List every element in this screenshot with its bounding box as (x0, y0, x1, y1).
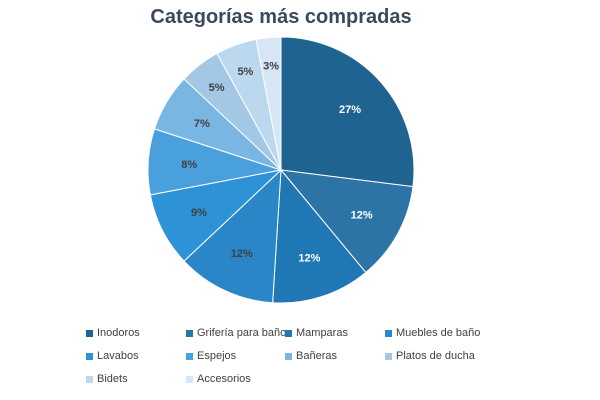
pie-slice-3 (272, 168, 367, 304)
slice-data-label-5: 9% (191, 207, 207, 219)
legend-swatch (186, 375, 193, 383)
legend-label: Bidets (97, 373, 128, 385)
legend-swatch (86, 352, 93, 360)
pie-slice-1 (280, 36, 415, 188)
slice-data-label-6: 8% (181, 159, 197, 171)
legend-item-2: Grifería para baño (186, 325, 286, 341)
legend-swatch (285, 329, 292, 337)
pie-slice-10 (255, 36, 282, 171)
slice-data-label-1: 27% (339, 104, 361, 116)
slice-data-label-10: 3% (263, 61, 279, 73)
legend-item-4: Muebles de baño (385, 325, 480, 341)
legend-item-3: Mamparas (285, 325, 348, 341)
legend-label: Platos de ducha (396, 350, 475, 362)
slice-data-label-4: 12% (231, 248, 253, 260)
legend-swatch (285, 352, 292, 360)
pie-slice-2 (279, 169, 414, 274)
legend-item-8: Platos de ducha (385, 348, 475, 364)
legend-item-6: Espejos (186, 348, 236, 364)
slice-data-label-2: 12% (351, 209, 373, 221)
legend-label: Bañeras (296, 350, 337, 362)
legend-label: Mamparas (296, 327, 348, 339)
slice-data-label-3: 12% (298, 253, 320, 265)
legend-swatch (186, 329, 193, 337)
legend-swatch (186, 352, 193, 360)
legend-label: Grifería para baño (197, 327, 287, 339)
legend-label: Muebles de baño (396, 327, 481, 339)
slice-data-label-8: 5% (209, 82, 225, 94)
legend-item-9: Bidets (86, 371, 128, 387)
legend-label: Lavabos (97, 350, 139, 362)
legend-swatch (86, 375, 93, 383)
slice-data-label-9: 5% (237, 66, 253, 78)
legend-label: Accesorios (197, 373, 251, 385)
legend-swatch (385, 352, 392, 360)
legend-item-7: Bañeras (285, 348, 337, 364)
slice-data-label-7: 7% (194, 118, 210, 130)
chart-title: Categorías más compradas (150, 6, 412, 28)
legend-label: Inodoros (97, 327, 140, 339)
legend-label: Espejos (197, 350, 237, 362)
legend-item-10: Accesorios (186, 371, 251, 387)
legend-item-1: Inodoros (86, 325, 140, 341)
legend-item-5: Lavabos (86, 348, 139, 364)
legend-swatch (86, 329, 93, 337)
legend-swatch (385, 329, 392, 337)
pie-slice-4 (183, 168, 282, 304)
